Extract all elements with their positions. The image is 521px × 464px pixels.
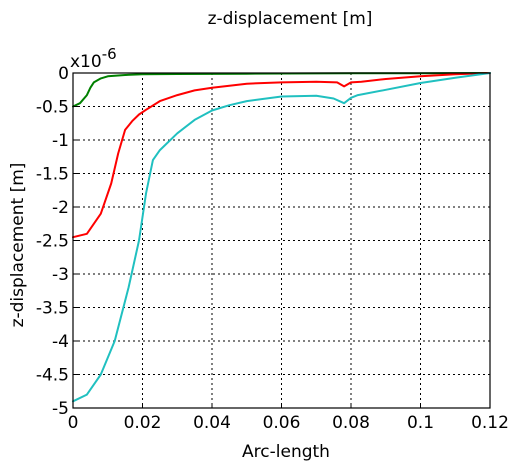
y-tick-label: -1	[52, 131, 69, 151]
y-tick-label: -2.5	[36, 232, 69, 252]
x-tick-label: 0.08	[332, 413, 370, 433]
series-layer	[72, 72, 491, 403]
x-tick-label: 0.06	[263, 413, 301, 433]
x-tick-labels: 0 0.02 0.04 0.06 0.08 0.1 0.12	[68, 413, 509, 433]
y-multiplier-exponent: -6	[102, 45, 117, 63]
y-tick-label: -3	[52, 265, 69, 285]
y-tick-label: -4.5	[36, 366, 69, 386]
x-tick-label: 0.12	[471, 413, 509, 433]
grid	[73, 73, 490, 408]
y-tick-label: -4	[52, 332, 69, 352]
y-tick-label: 0	[58, 64, 69, 84]
chart-title: z-displacement [m]	[208, 9, 373, 29]
y-tick-label: -2	[52, 198, 69, 218]
series-line-2	[72, 72, 491, 239]
y-tick-label: -1.5	[36, 165, 69, 185]
y-tick-label: -5	[52, 399, 69, 419]
y-multiplier-base: x10	[70, 52, 102, 72]
y-multiplier: x10-6	[70, 45, 117, 72]
x-tick-label: 0.04	[193, 413, 231, 433]
series-line-3	[72, 72, 491, 403]
x-tick-label: 0.1	[407, 413, 434, 433]
y-axis-title: z-displacement [m]	[8, 163, 28, 328]
x-tick-label: 0	[68, 413, 79, 433]
x-axis-title: Arc-length	[242, 442, 330, 462]
ticks	[72, 72, 491, 409]
y-tick-label: -3.5	[36, 299, 69, 319]
x-tick-label: 0.02	[124, 413, 162, 433]
y-tick-labels: 0 -0.5 -1 -1.5 -2 -2.5 -3 -3.5 -4 -4.5 -5	[36, 64, 69, 419]
y-tick-label: -0.5	[36, 98, 69, 118]
